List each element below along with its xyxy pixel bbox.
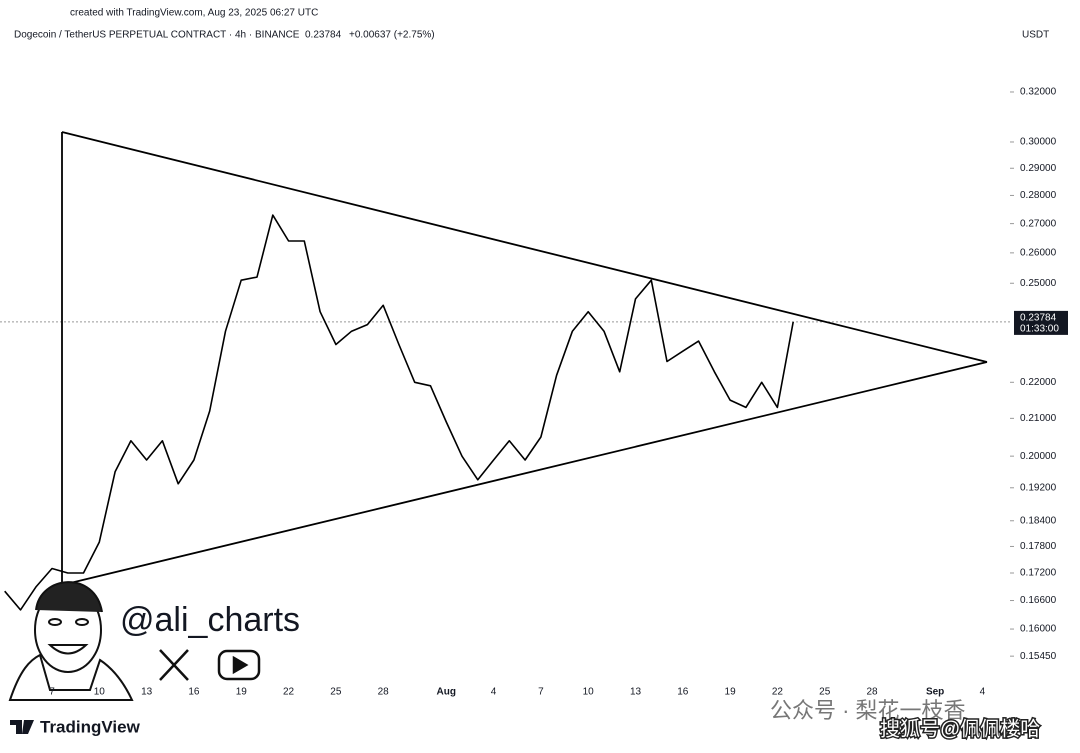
- x-tick-label: Sep: [926, 687, 944, 698]
- countdown: 01:33:00: [1020, 324, 1059, 335]
- x-tick-label: 28: [378, 687, 390, 698]
- x-tick-label: 7: [49, 687, 55, 698]
- x-tick-label: 22: [283, 687, 295, 698]
- x-tick-label: 13: [630, 687, 642, 698]
- x-tick-label: 19: [236, 687, 248, 698]
- x-tick-label: 19: [725, 687, 737, 698]
- y-tick-label: 0.26000: [1020, 248, 1057, 259]
- x-tick-label: 22: [772, 687, 784, 698]
- y-tick-label: 0.16000: [1020, 624, 1057, 635]
- wechat-watermark: 公众号 · 梨花一枝香: [770, 698, 966, 723]
- x-tick-label: 4: [980, 687, 986, 698]
- y-tick-label: 0.25000: [1020, 278, 1057, 289]
- x-tick-label: 16: [188, 687, 200, 698]
- x-tick-label: 7: [538, 687, 544, 698]
- y-tick-label: 0.22000: [1020, 377, 1057, 388]
- y-tick-label: 0.17200: [1020, 568, 1057, 579]
- triangle-pattern: [61, 131, 988, 586]
- y-tick-label: 0.32000: [1020, 87, 1057, 98]
- x-tick-label: 28: [866, 687, 878, 698]
- y-tick-label: 0.29000: [1020, 163, 1057, 174]
- x-tick-label: 16: [677, 687, 689, 698]
- author-watermark: @ali_charts: [120, 601, 300, 639]
- last-price: 0.23784: [305, 30, 342, 41]
- x-tick-label: 13: [141, 687, 153, 698]
- social-icons: [159, 649, 261, 681]
- y-tick-label: 0.30000: [1020, 137, 1057, 148]
- symbol: Dogecoin / TetherUS PERPETUAL CONTRACT ·…: [14, 30, 300, 41]
- y-tick-label: 0.15450: [1020, 651, 1057, 662]
- y-tick-label: 0.18400: [1020, 515, 1057, 526]
- y-tick-label: 0.16600: [1020, 595, 1057, 606]
- x-tick-label: 10: [94, 687, 106, 698]
- price-line: [4, 214, 794, 611]
- y-tick-label: 0.27000: [1020, 218, 1057, 229]
- y-tick-label: 0.17800: [1020, 541, 1057, 552]
- price-change: +0.00637 (+2.75%): [349, 30, 435, 41]
- y-tick-label: 0.28000: [1020, 190, 1057, 201]
- tradingview-logo: TradingView: [10, 717, 141, 736]
- resistance-line: [61, 131, 988, 363]
- y-tick-label: 0.20000: [1020, 451, 1057, 462]
- sohu-watermark: 搜狐号@佩佩楼哈: [880, 717, 1040, 740]
- avatar: [8, 581, 134, 701]
- x-tick-label: 10: [583, 687, 595, 698]
- currency: USDT: [1022, 30, 1049, 41]
- support-line: [61, 361, 988, 586]
- last-price-label: 0.23784: [1020, 313, 1057, 324]
- y-tick-label: 0.21000: [1020, 413, 1057, 424]
- x-tick-label: 25: [330, 687, 342, 698]
- last-price-box: [1014, 310, 1068, 335]
- x-tick-label: 4: [491, 687, 497, 698]
- y-tick-label: 0.19200: [1020, 482, 1057, 493]
- x-tick-label: 25: [819, 687, 831, 698]
- brand: TradingView: [40, 717, 141, 736]
- created-note: created with TradingView.com, Aug 23, 20…: [70, 8, 318, 19]
- x-tick-label: Aug: [437, 687, 456, 698]
